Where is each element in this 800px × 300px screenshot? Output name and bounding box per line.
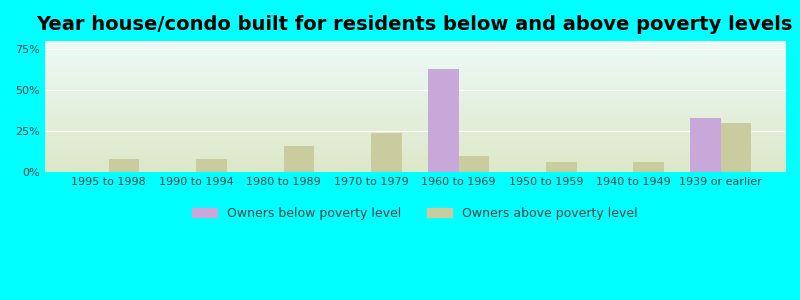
Title: Year house/condo built for residents below and above poverty levels: Year house/condo built for residents bel…	[37, 15, 793, 34]
Bar	[634, 163, 664, 172]
Bar	[690, 118, 721, 172]
Bar	[458, 156, 489, 172]
Legend: Owners below poverty level, Owners above poverty level: Owners below poverty level, Owners above…	[187, 202, 642, 225]
Bar	[721, 123, 751, 172]
Bar	[371, 133, 402, 172]
Bar	[546, 163, 577, 172]
Bar	[196, 159, 227, 172]
Bar	[109, 159, 139, 172]
Bar	[284, 146, 314, 172]
Bar	[428, 69, 458, 172]
